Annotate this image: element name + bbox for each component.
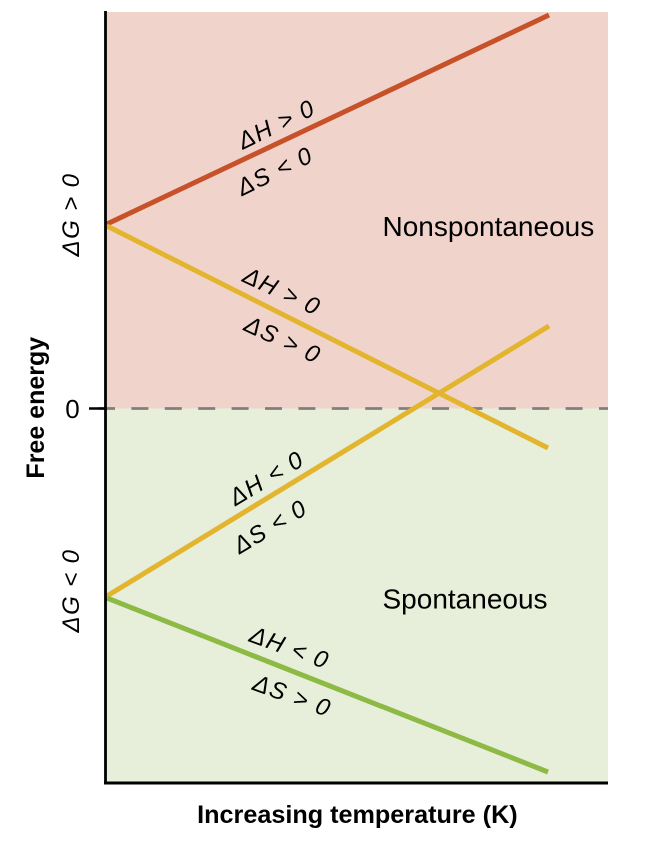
svg-text:Free energy: Free energy bbox=[22, 337, 50, 479]
svg-text:ΔG < 0: ΔG < 0 bbox=[58, 549, 85, 634]
svg-text:0: 0 bbox=[65, 394, 79, 424]
svg-text:Nonspontaneous: Nonspontaneous bbox=[383, 211, 595, 242]
svg-text:Increasing temperature (K): Increasing temperature (K) bbox=[197, 801, 518, 829]
svg-text:Spontaneous: Spontaneous bbox=[383, 584, 548, 615]
svg-text:ΔG > 0: ΔG > 0 bbox=[58, 173, 85, 258]
